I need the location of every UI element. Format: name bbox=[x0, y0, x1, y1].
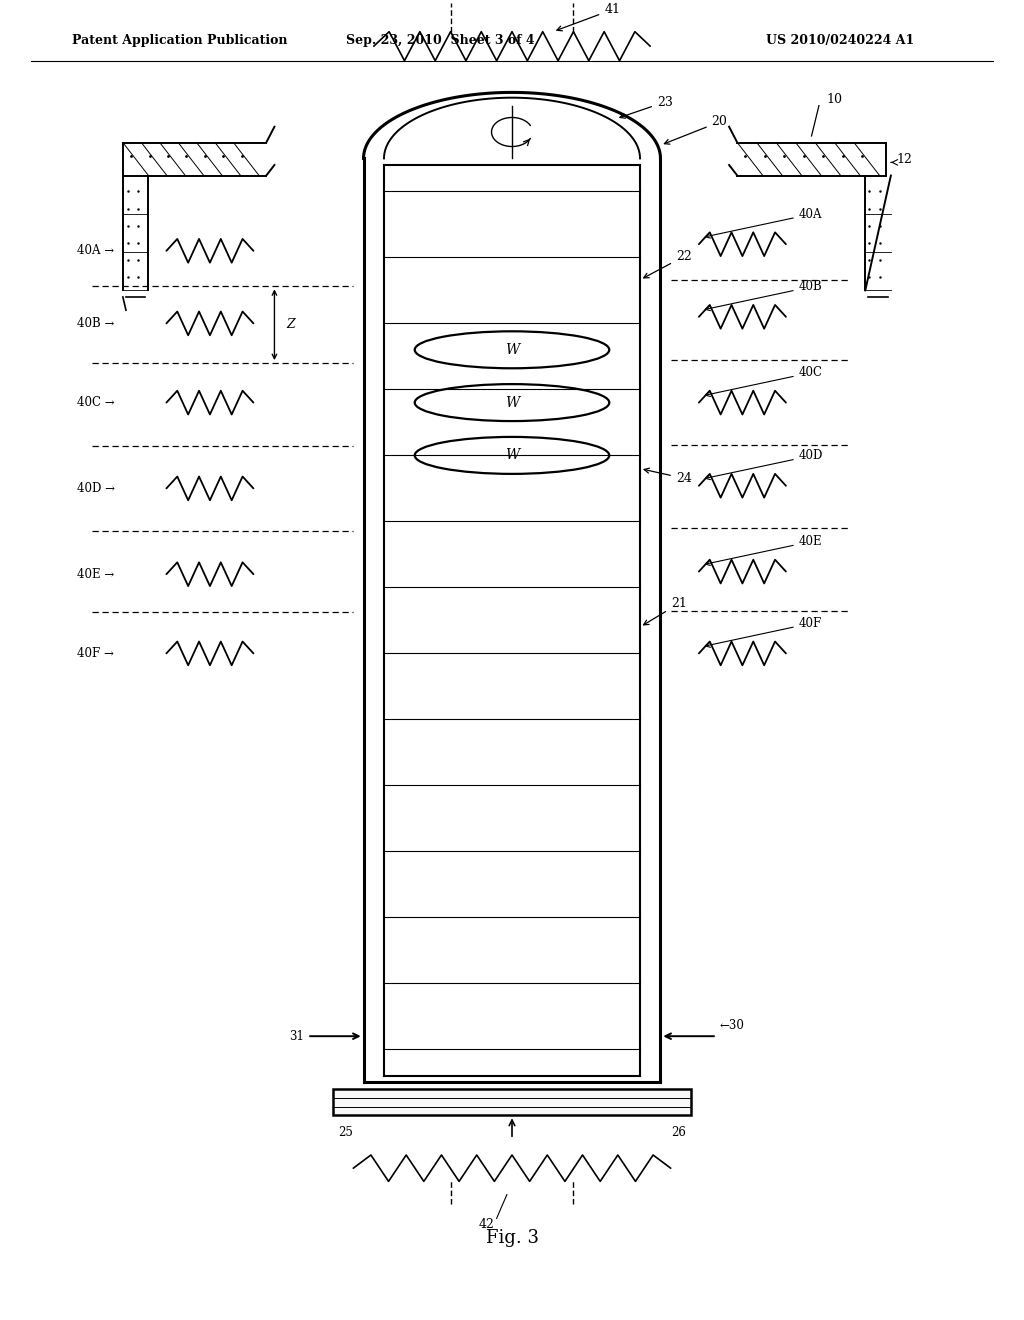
Text: W: W bbox=[505, 449, 519, 462]
Text: 40E: 40E bbox=[706, 535, 822, 565]
Text: 40C: 40C bbox=[706, 366, 822, 396]
Text: 21: 21 bbox=[643, 597, 687, 624]
Text: 40B →: 40B → bbox=[77, 317, 114, 330]
Text: 40B: 40B bbox=[706, 280, 822, 310]
Text: 23: 23 bbox=[620, 95, 673, 119]
Text: 40F →: 40F → bbox=[77, 647, 114, 660]
Text: 22: 22 bbox=[644, 249, 691, 279]
Text: W: W bbox=[505, 396, 519, 409]
Text: 25: 25 bbox=[338, 1126, 353, 1139]
Text: W: W bbox=[505, 343, 519, 356]
Text: 40F: 40F bbox=[706, 616, 822, 647]
Bar bbox=[333, 1089, 691, 1115]
Text: Patent Application Publication: Patent Application Publication bbox=[72, 34, 287, 48]
Text: 40D →: 40D → bbox=[77, 482, 115, 495]
Text: 40E →: 40E → bbox=[77, 568, 114, 581]
Text: 40A →: 40A → bbox=[77, 244, 114, 257]
Text: 40D: 40D bbox=[706, 449, 823, 479]
Text: 41: 41 bbox=[557, 3, 621, 30]
Text: 20: 20 bbox=[665, 115, 728, 144]
Text: US 2010/0240224 A1: US 2010/0240224 A1 bbox=[766, 34, 913, 48]
Text: 12: 12 bbox=[896, 153, 912, 165]
Text: Fig. 3: Fig. 3 bbox=[485, 1229, 539, 1247]
Text: 40C →: 40C → bbox=[77, 396, 115, 409]
Text: 24: 24 bbox=[644, 469, 692, 484]
Text: 42: 42 bbox=[478, 1218, 495, 1232]
Text: 40A: 40A bbox=[706, 207, 822, 238]
Text: 10: 10 bbox=[826, 92, 843, 106]
Text: Sep. 23, 2010  Sheet 3 of 4: Sep. 23, 2010 Sheet 3 of 4 bbox=[346, 34, 535, 48]
Text: ←30: ←30 bbox=[720, 1019, 744, 1032]
Text: 31: 31 bbox=[289, 1030, 304, 1043]
Text: 26: 26 bbox=[671, 1126, 686, 1139]
Text: Z: Z bbox=[287, 318, 295, 331]
